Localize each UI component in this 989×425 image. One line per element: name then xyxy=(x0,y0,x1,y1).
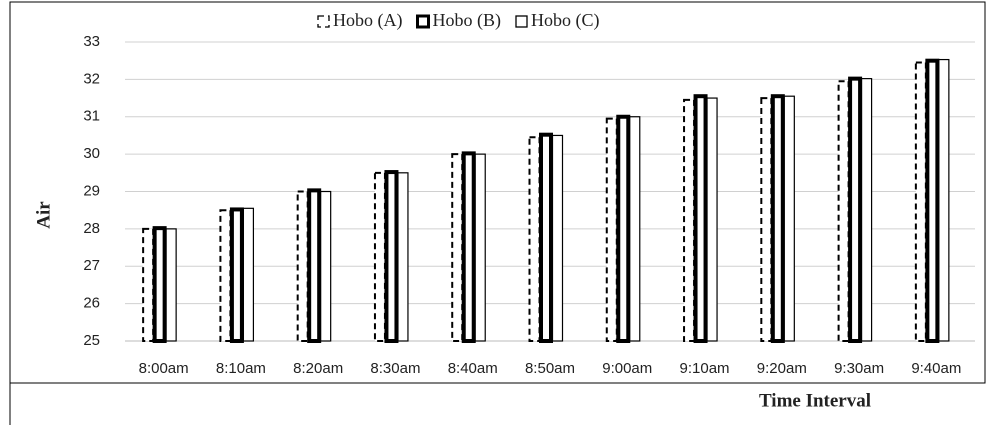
bar xyxy=(837,80,850,343)
x-tick-label: 8:10am xyxy=(216,360,266,377)
x-tick-label: 9:10am xyxy=(680,360,730,377)
bar xyxy=(165,228,177,342)
y-tick-label: 25 xyxy=(83,332,100,349)
bar xyxy=(461,151,476,343)
bar xyxy=(860,78,873,342)
legend-swatch xyxy=(416,14,430,29)
bar xyxy=(616,114,631,343)
legend-label: Hobo (C) xyxy=(531,10,600,31)
bar xyxy=(474,153,486,342)
x-tick-label: 9:00am xyxy=(602,360,652,377)
bar xyxy=(219,209,232,342)
bar xyxy=(848,76,863,343)
bar xyxy=(373,171,386,342)
bar xyxy=(770,94,785,343)
bar xyxy=(783,95,795,342)
bar xyxy=(320,190,332,342)
legend-label: Hobo (B) xyxy=(433,10,502,31)
bar xyxy=(307,188,322,343)
legend-label: Hobo (A) xyxy=(333,10,403,31)
y-tick-label: 33 xyxy=(83,33,100,50)
bar xyxy=(925,58,940,343)
y-tick-label: 29 xyxy=(83,182,100,199)
x-tick-label: 9:40am xyxy=(911,360,961,377)
bar xyxy=(451,153,464,342)
bar xyxy=(296,190,309,342)
bar xyxy=(605,117,618,343)
y-tick-label: 28 xyxy=(83,220,100,237)
x-axis-title: Time Interval xyxy=(759,390,871,411)
bar xyxy=(528,136,541,342)
bar xyxy=(693,94,708,343)
x-tick-label: 8:40am xyxy=(448,360,498,377)
y-tick-label: 31 xyxy=(83,108,100,125)
bar xyxy=(706,97,718,342)
legend-swatch xyxy=(317,15,330,28)
bar xyxy=(914,61,927,343)
x-tick-label: 9:20am xyxy=(757,360,807,377)
y-tick-label: 30 xyxy=(83,145,100,162)
legend-swatch xyxy=(515,15,528,28)
bar xyxy=(242,207,255,342)
bar xyxy=(760,97,773,342)
chart-border xyxy=(9,1,986,384)
x-tick-label: 8:50am xyxy=(525,360,575,377)
bar xyxy=(683,98,696,343)
x-tick-label: 8:20am xyxy=(293,360,343,377)
x-tick-label: 8:00am xyxy=(139,360,189,377)
x-tick-label: 9:30am xyxy=(834,360,884,377)
bar xyxy=(551,134,564,342)
y-axis-title: Air xyxy=(33,201,54,229)
bar xyxy=(938,58,950,342)
bar xyxy=(229,207,244,343)
bar xyxy=(539,132,553,343)
bar xyxy=(152,226,167,343)
y-tick-label: 32 xyxy=(83,70,100,87)
bar xyxy=(384,170,399,343)
bar xyxy=(629,116,641,342)
y-tick-label: 27 xyxy=(83,257,100,274)
bar xyxy=(142,227,155,342)
bar xyxy=(397,172,409,342)
y-tick-label: 26 xyxy=(83,295,100,312)
x-tick-label: 8:30am xyxy=(370,360,420,377)
